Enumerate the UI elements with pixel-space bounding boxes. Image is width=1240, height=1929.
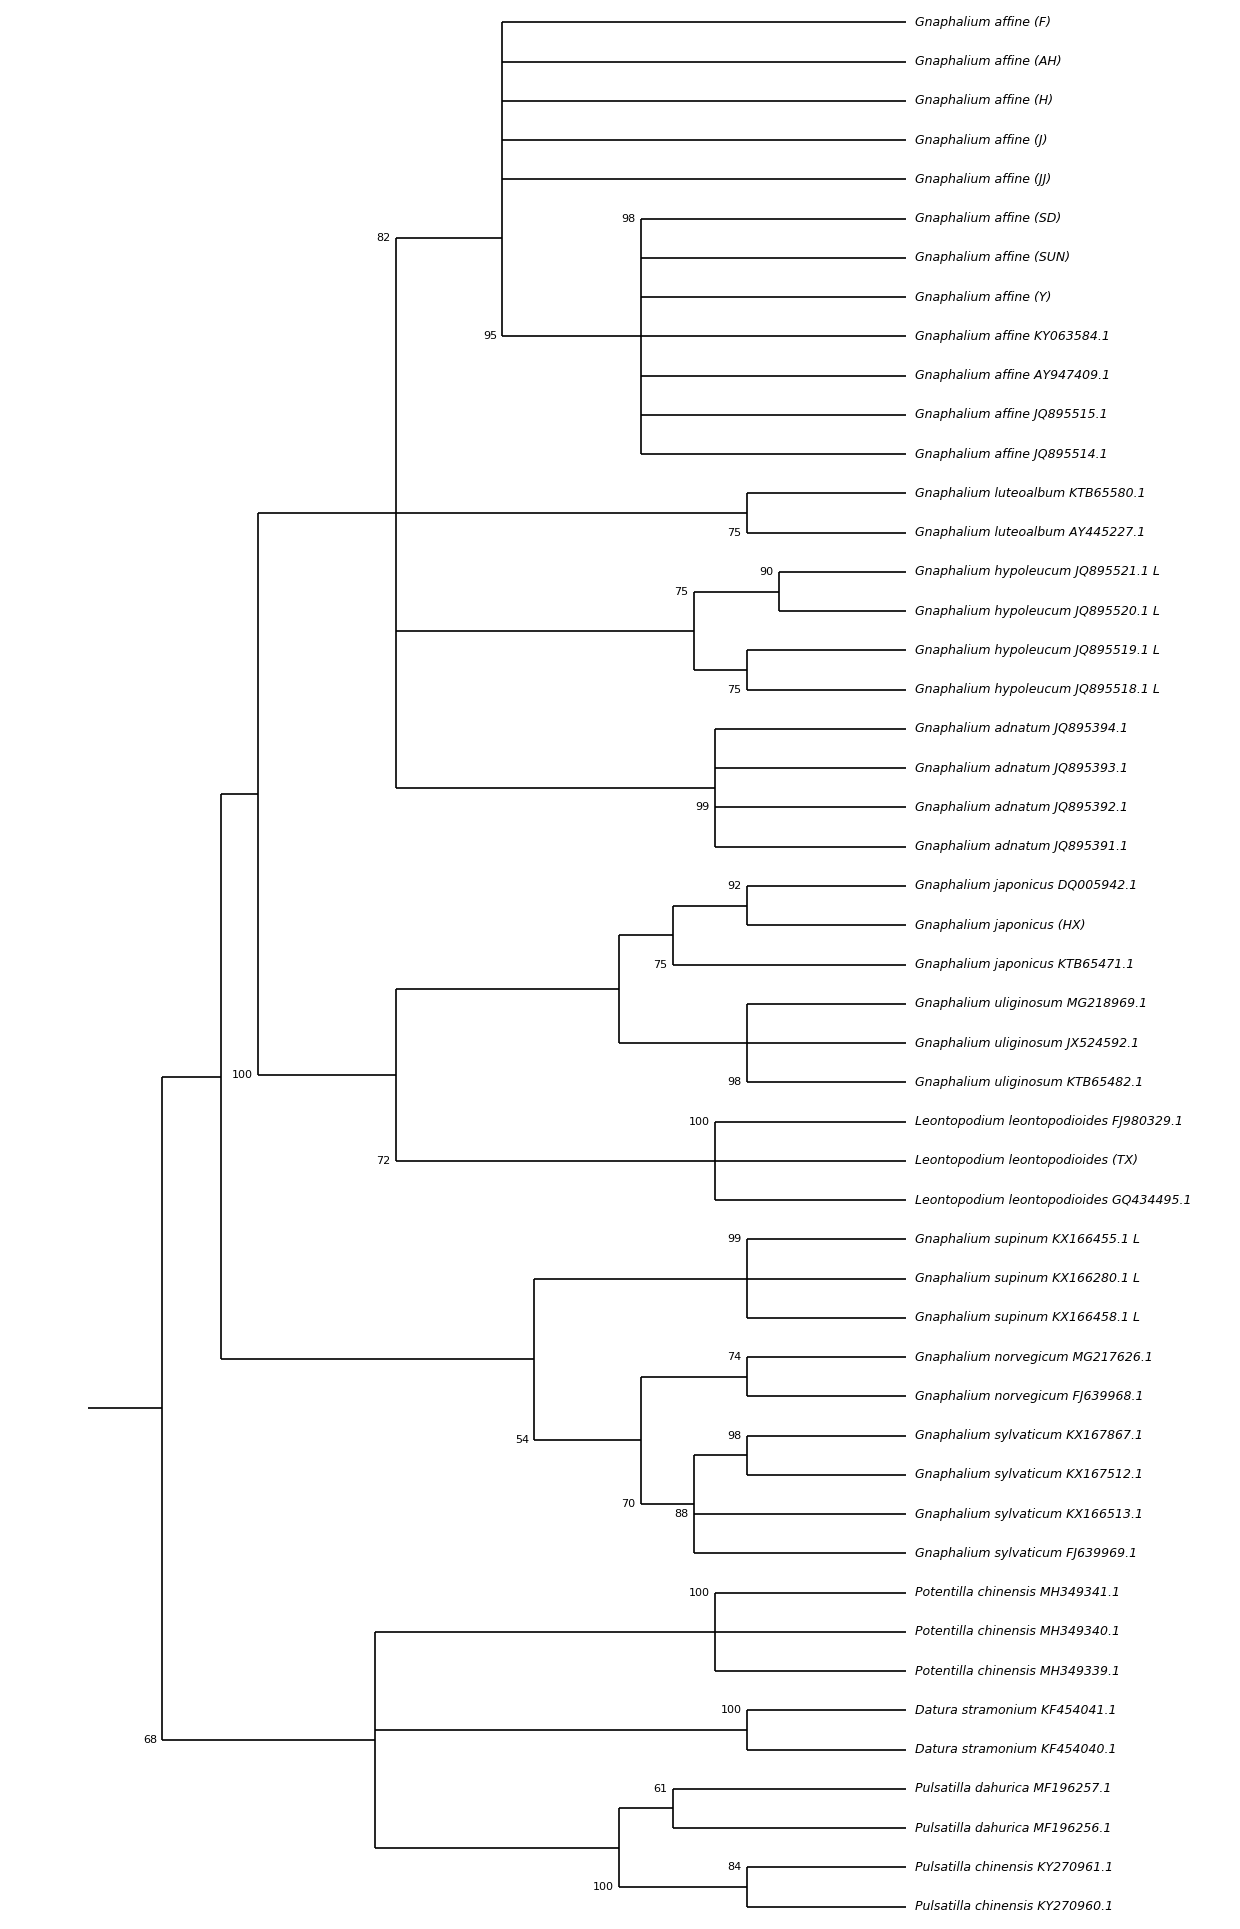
Text: Gnaphalium affine (H): Gnaphalium affine (H) (915, 95, 1053, 108)
Text: 100: 100 (688, 1117, 709, 1127)
Text: Gnaphalium affine JQ895515.1: Gnaphalium affine JQ895515.1 (915, 409, 1107, 421)
Text: 100: 100 (688, 1588, 709, 1597)
Text: Gnaphalium norvegicum FJ639968.1: Gnaphalium norvegicum FJ639968.1 (915, 1389, 1143, 1402)
Text: Gnaphalium affine (AH): Gnaphalium affine (AH) (915, 56, 1061, 68)
Text: Gnaphalium supinum KX166455.1 L: Gnaphalium supinum KX166455.1 L (915, 1233, 1140, 1246)
Text: Pulsatilla dahurica MF196257.1: Pulsatilla dahurica MF196257.1 (915, 1782, 1111, 1796)
Text: Gnaphalium sylvaticum FJ639969.1: Gnaphalium sylvaticum FJ639969.1 (915, 1547, 1137, 1561)
Text: 75: 75 (653, 959, 667, 970)
Text: Gnaphalium supinum KX166280.1 L: Gnaphalium supinum KX166280.1 L (915, 1271, 1140, 1285)
Text: 99: 99 (696, 802, 709, 812)
Text: Gnaphalium hypoleucum JQ895518.1 L: Gnaphalium hypoleucum JQ895518.1 L (915, 683, 1159, 696)
Text: Gnaphalium uliginosum JX524592.1: Gnaphalium uliginosum JX524592.1 (915, 1036, 1140, 1049)
Text: 99: 99 (728, 1235, 742, 1244)
Text: Gnaphalium adnatum JQ895392.1: Gnaphalium adnatum JQ895392.1 (915, 801, 1128, 814)
Text: 88: 88 (675, 1508, 688, 1518)
Text: Gnaphalium affine (F): Gnaphalium affine (F) (915, 15, 1050, 29)
Text: 90: 90 (759, 567, 774, 577)
Text: Gnaphalium affine AY947409.1: Gnaphalium affine AY947409.1 (915, 368, 1110, 382)
Text: Gnaphalium hypoleucum JQ895521.1 L: Gnaphalium hypoleucum JQ895521.1 L (915, 565, 1159, 579)
Text: 92: 92 (728, 882, 742, 891)
Text: Potentilla chinensis MH349341.1: Potentilla chinensis MH349341.1 (915, 1586, 1120, 1599)
Text: 74: 74 (728, 1352, 742, 1362)
Text: Gnaphalium japonicus (HX): Gnaphalium japonicus (HX) (915, 918, 1085, 932)
Text: 98: 98 (621, 214, 635, 224)
Text: Datura stramonium KF454041.1: Datura stramonium KF454041.1 (915, 1703, 1116, 1717)
Text: Gnaphalium uliginosum KTB65482.1: Gnaphalium uliginosum KTB65482.1 (915, 1076, 1143, 1088)
Text: Gnaphalium affine KY063584.1: Gnaphalium affine KY063584.1 (915, 330, 1110, 343)
Text: 54: 54 (515, 1435, 529, 1445)
Text: Gnaphalium affine (JJ): Gnaphalium affine (JJ) (915, 174, 1052, 185)
Text: 68: 68 (143, 1734, 157, 1744)
Text: Gnaphalium japonicus KTB65471.1: Gnaphalium japonicus KTB65471.1 (915, 959, 1135, 970)
Text: 70: 70 (621, 1499, 635, 1508)
Text: 84: 84 (728, 1861, 742, 1873)
Text: Gnaphalium sylvaticum KX166513.1: Gnaphalium sylvaticum KX166513.1 (915, 1508, 1143, 1520)
Text: Gnaphalium adnatum JQ895394.1: Gnaphalium adnatum JQ895394.1 (915, 723, 1128, 735)
Text: 75: 75 (728, 685, 742, 694)
Text: Gnaphalium affine (Y): Gnaphalium affine (Y) (915, 291, 1052, 303)
Text: 100: 100 (720, 1705, 742, 1715)
Text: Potentilla chinensis MH349339.1: Potentilla chinensis MH349339.1 (915, 1665, 1120, 1678)
Text: 72: 72 (377, 1155, 391, 1165)
Text: Gnaphalium uliginosum MG218969.1: Gnaphalium uliginosum MG218969.1 (915, 997, 1147, 1011)
Text: 95: 95 (482, 332, 497, 341)
Text: Gnaphalium norvegicum MG217626.1: Gnaphalium norvegicum MG217626.1 (915, 1350, 1153, 1364)
Text: Gnaphalium adnatum JQ895391.1: Gnaphalium adnatum JQ895391.1 (915, 841, 1128, 853)
Text: Gnaphalium affine (SUN): Gnaphalium affine (SUN) (915, 251, 1070, 264)
Text: Pulsatilla dahurica MF196256.1: Pulsatilla dahurica MF196256.1 (915, 1821, 1111, 1834)
Text: Gnaphalium hypoleucum JQ895519.1 L: Gnaphalium hypoleucum JQ895519.1 L (915, 644, 1159, 658)
Text: Gnaphalium affine (J): Gnaphalium affine (J) (915, 133, 1048, 147)
Text: Gnaphalium affine (SD): Gnaphalium affine (SD) (915, 212, 1061, 226)
Text: Potentilla chinensis MH349340.1: Potentilla chinensis MH349340.1 (915, 1626, 1120, 1638)
Text: 61: 61 (653, 1784, 667, 1794)
Text: Gnaphalium japonicus DQ005942.1: Gnaphalium japonicus DQ005942.1 (915, 880, 1137, 893)
Text: 75: 75 (728, 529, 742, 538)
Text: Gnaphalium affine JQ895514.1: Gnaphalium affine JQ895514.1 (915, 448, 1107, 461)
Text: 98: 98 (728, 1076, 742, 1088)
Text: 98: 98 (728, 1431, 742, 1441)
Text: Gnaphalium sylvaticum KX167512.1: Gnaphalium sylvaticum KX167512.1 (915, 1468, 1143, 1481)
Text: Datura stramonium KF454040.1: Datura stramonium KF454040.1 (915, 1744, 1116, 1755)
Text: Gnaphalium adnatum JQ895393.1: Gnaphalium adnatum JQ895393.1 (915, 762, 1128, 775)
Text: 100: 100 (593, 1883, 614, 1892)
Text: 75: 75 (675, 586, 688, 596)
Text: Gnaphalium sylvaticum KX167867.1: Gnaphalium sylvaticum KX167867.1 (915, 1429, 1143, 1443)
Text: 82: 82 (377, 233, 391, 243)
Text: Leontopodium leontopodioides GQ434495.1: Leontopodium leontopodioides GQ434495.1 (915, 1194, 1192, 1206)
Text: Gnaphalium supinum KX166458.1 L: Gnaphalium supinum KX166458.1 L (915, 1312, 1140, 1325)
Text: Pulsatilla chinensis KY270960.1: Pulsatilla chinensis KY270960.1 (915, 1900, 1114, 1914)
Text: Gnaphalium luteoalbum KTB65580.1: Gnaphalium luteoalbum KTB65580.1 (915, 486, 1146, 500)
Text: Leontopodium leontopodioides (TX): Leontopodium leontopodioides (TX) (915, 1154, 1138, 1167)
Text: Pulsatilla chinensis KY270961.1: Pulsatilla chinensis KY270961.1 (915, 1861, 1114, 1873)
Text: 100: 100 (232, 1071, 253, 1080)
Text: Leontopodium leontopodioides FJ980329.1: Leontopodium leontopodioides FJ980329.1 (915, 1115, 1183, 1128)
Text: Gnaphalium luteoalbum AY445227.1: Gnaphalium luteoalbum AY445227.1 (915, 527, 1145, 540)
Text: Gnaphalium hypoleucum JQ895520.1 L: Gnaphalium hypoleucum JQ895520.1 L (915, 604, 1159, 617)
